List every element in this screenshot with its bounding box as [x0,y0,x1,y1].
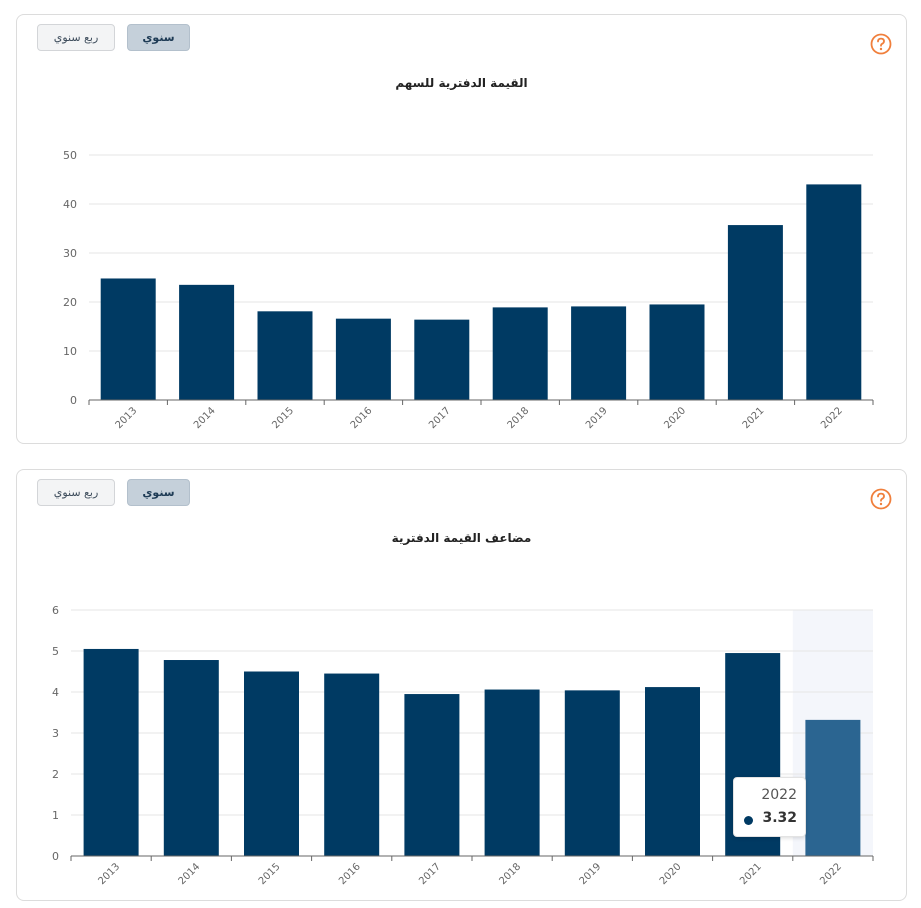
x-tick-label: 2021 [738,861,764,887]
bar-chart: 0 1 2 3 4 5 6 2013 2014 2015 2016 2017 2018 2019 2020 2… [52,604,874,887]
y-tick-label: 2 [52,768,59,781]
y-tick-label: 50 [63,149,77,162]
x-tick-label: 2020 [662,405,688,431]
x-tick-label: 2017 [417,861,443,887]
bar-2017 [414,319,470,400]
bar-2019 [571,306,627,400]
x-tick-label: 2019 [578,861,604,887]
bar-2013 [83,648,139,856]
book-value-per-share-card: ربع سنوي سنوي القيمة الدفترية للسهم 0 10 2… [16,14,907,444]
x-tick-label: 2022 [819,405,845,431]
quarterly-button[interactable]: ربع سنوي [37,24,115,51]
bar-chart: 0 10 20 30 40 50 2013 2014 2015 2016 2017 2018 2019 2… [63,149,874,431]
y-tick-label: 40 [63,198,77,211]
bar-2020 [645,687,700,856]
x-tick-label: 2022 [818,861,844,887]
x-tick-label: 2020 [658,861,684,887]
chart-title: القيمة الدفترية للسهم [395,76,528,90]
bar-2015 [244,671,299,856]
x-tick-label: 2015 [270,405,296,431]
x-tick-label: 2016 [337,861,363,887]
x-tick-label: 2014 [192,405,218,431]
annual-button[interactable]: سنوي [127,24,190,51]
x-tick-label: 2018 [506,405,532,431]
y-tick-label: 1 [52,809,59,822]
y-tick-label: 5 [52,645,59,658]
quarterly-button[interactable]: ربع سنوي [37,479,115,506]
bar-2019 [564,690,620,856]
chart-tooltip: 2022 3.32 [733,777,806,837]
tooltip-series-dot [744,816,753,825]
price-to-book-card: ربع سنوي سنوي مضاعف القيمة الدفترية 0 1 2 3… [16,469,907,901]
bar-2022 [806,184,862,400]
y-tick-label: 3 [52,727,59,740]
question-circle-icon[interactable] [870,33,892,55]
y-tick-label: 10 [63,345,77,358]
x-tick-label: 2013 [114,405,140,431]
x-tick-label: 2018 [497,861,523,887]
tooltip-value: 3.32 [762,810,797,826]
x-tick-label: 2017 [427,405,453,431]
chart-title: مضاعف القيمة الدفترية [391,531,532,545]
bar-2017 [404,694,460,856]
bar-2013 [100,278,156,400]
bar-2020 [649,304,705,400]
tooltip-year: 2022 [761,787,797,803]
y-tick-label: 0 [70,394,77,407]
bar-2018 [484,689,540,856]
bar-2016 [324,673,380,856]
bar-2014 [163,660,219,856]
y-tick-label: 30 [63,247,77,260]
x-tick-label: 2013 [96,861,122,887]
x-tick-label: 2021 [741,405,767,431]
bar-2021 [727,225,783,400]
bar-2014 [179,284,235,400]
bar-2016 [335,318,391,400]
question-circle-icon[interactable] [870,488,892,510]
x-tick-label: 2016 [349,405,375,431]
x-tick-label: 2019 [584,405,610,431]
y-tick-label: 4 [52,686,59,699]
bar-2015 [257,311,313,400]
y-tick-label: 20 [63,296,77,309]
y-tick-label: 6 [52,604,59,617]
x-tick-label: 2015 [257,861,283,887]
x-tick-label: 2014 [177,861,203,887]
annual-button[interactable]: سنوي [127,479,190,506]
bar-2022 [805,719,861,856]
y-tick-label: 0 [52,850,59,863]
bar-2018 [492,307,548,400]
